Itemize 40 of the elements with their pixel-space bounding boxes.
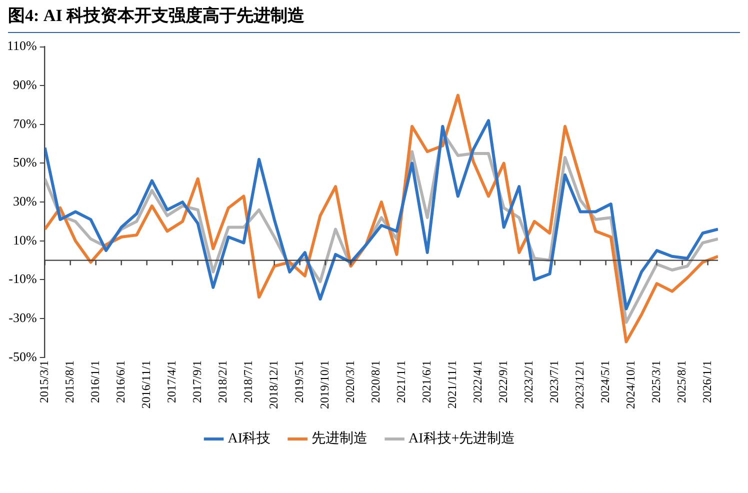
x-tick-label: 2021/11/1 — [444, 360, 459, 409]
x-tick-label: 2022/9/1 — [496, 360, 510, 404]
legend-label: AI科技 — [228, 430, 271, 447]
x-tick-label: 2023/2/1 — [521, 360, 536, 404]
x-tick-label: 2026/1/1 — [700, 360, 714, 404]
y-tick-label: -30% — [8, 310, 38, 325]
y-tick-label: 30% — [13, 193, 38, 208]
x-tick-label: 2015/8/1 — [62, 360, 76, 404]
x-tick-label: 2017/9/1 — [190, 360, 204, 404]
x-tick-label: 2020/3/1 — [342, 360, 357, 404]
y-tick-label: 10% — [13, 232, 38, 248]
y-tick-label: 70% — [13, 116, 38, 131]
x-tick-label: 2019/10/1 — [317, 360, 332, 410]
x-tick-label: 2023/12/1 — [572, 360, 586, 410]
y-tick-label: -50% — [8, 348, 38, 364]
y-tick-label: -10% — [8, 271, 38, 286]
x-tick-label: 2023/7/1 — [546, 360, 561, 404]
y-tick-label: 50% — [13, 154, 38, 170]
chart-title: 图4: AI 科技资本开支强度高于先进制造 — [8, 4, 740, 33]
legend-label: AI科技+先进制造 — [408, 430, 516, 447]
x-tick-label: 2016/6/1 — [114, 360, 128, 404]
x-tick-label: 2025/8/1 — [674, 360, 688, 404]
x-tick-label: 2022/4/1 — [470, 360, 484, 404]
x-tick-label: 2015/3/1 — [37, 360, 52, 404]
x-tick-label: 2018/2/1 — [215, 360, 230, 404]
x-tick-label: 2019/5/1 — [292, 360, 306, 404]
x-tick-label: 2021/1/1 — [394, 360, 408, 404]
y-tick-label: 90% — [13, 77, 38, 92]
x-tick-label: 2016/1/1 — [88, 360, 102, 404]
x-tick-label: 2024/5/1 — [598, 360, 612, 404]
x-tick-label: 2018/7/1 — [240, 360, 255, 404]
x-tick-label: 2016/11/1 — [138, 360, 153, 409]
y-tick-label: 110% — [6, 38, 38, 54]
x-tick-label: 2020/8/1 — [368, 360, 382, 404]
x-tick-label: 2024/10/1 — [623, 360, 638, 410]
x-tick-label: 2021/6/1 — [419, 360, 434, 404]
x-tick-label: 2018/12/1 — [266, 360, 280, 410]
x-tick-label: 2017/4/1 — [164, 360, 178, 404]
x-tick-label: 2025/3/1 — [648, 360, 663, 404]
legend-label: 先进制造 — [312, 430, 368, 447]
